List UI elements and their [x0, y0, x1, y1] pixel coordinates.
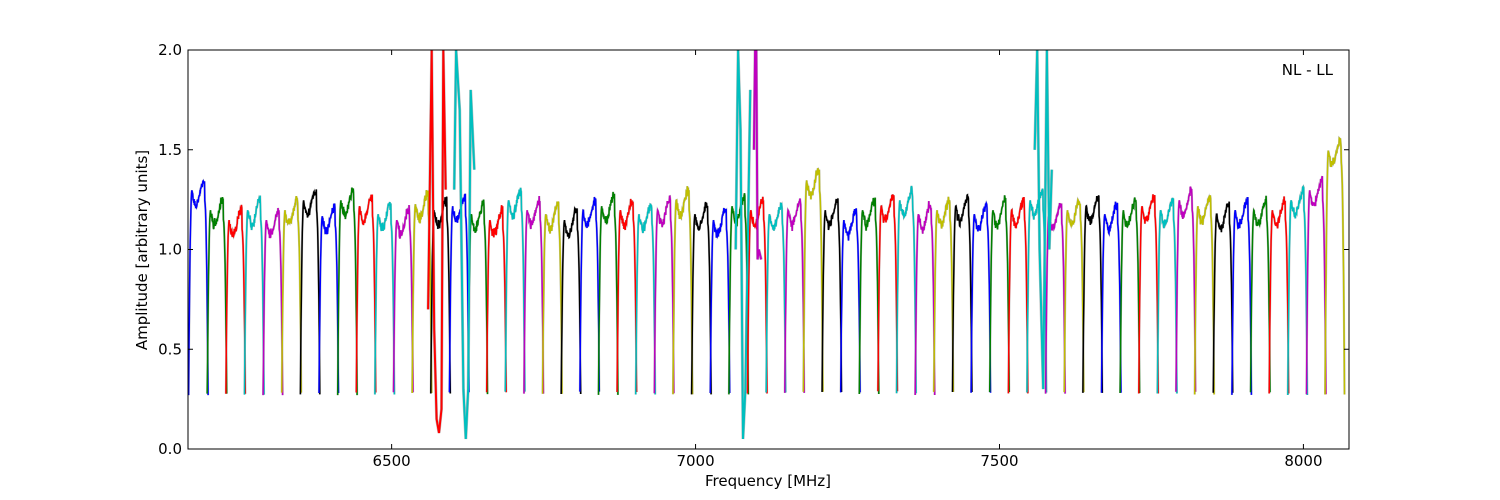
- rfi-spike-line: [1033, 50, 1053, 390]
- band-line: [448, 193, 470, 393]
- y-tick-label: 1.0: [158, 241, 182, 259]
- band-line: [188, 179, 209, 396]
- band-line: [821, 198, 843, 393]
- band-line: [765, 202, 787, 393]
- band-line: [523, 195, 545, 394]
- band-line: [616, 198, 638, 393]
- ticks: 6500 7000 7500 8000 0.0 0.5 1.0 1.5 2.0: [158, 41, 1349, 470]
- band-line: [374, 201, 396, 395]
- x-tick-label: 7500: [980, 452, 1018, 470]
- band-line: [1193, 194, 1215, 395]
- band-line: [784, 198, 805, 393]
- rfi-spike-line: [453, 50, 476, 440]
- band-line: [243, 195, 265, 395]
- band-line: [895, 185, 917, 394]
- band-line: [709, 207, 731, 394]
- band-line: [970, 200, 992, 393]
- rfi-spike-line: [427, 50, 447, 434]
- plot-area: [188, 50, 1346, 440]
- band-line: [1249, 195, 1271, 393]
- band-line: [802, 167, 824, 392]
- band-line: [1212, 201, 1234, 393]
- y-tick-label: 2.0: [158, 41, 182, 59]
- x-tick-label: 8000: [1284, 452, 1322, 470]
- y-tick-label: 0.5: [158, 340, 182, 358]
- band-line: [485, 205, 507, 393]
- band-line: [1156, 197, 1178, 394]
- band-line: [1305, 175, 1327, 395]
- annotation-label: NL - LL: [1282, 61, 1334, 79]
- band-line: [336, 187, 358, 396]
- band-line: [933, 196, 955, 392]
- band-line: [504, 187, 526, 392]
- band-line: [392, 205, 414, 393]
- band-line: [1082, 195, 1104, 393]
- band-line: [653, 195, 675, 394]
- band-line: [225, 204, 247, 394]
- band-line: [206, 196, 228, 394]
- band-line: [634, 203, 656, 395]
- band-line: [1138, 194, 1159, 394]
- band-line: [560, 206, 582, 395]
- y-tick-label: 1.5: [158, 141, 182, 159]
- band-line: [988, 195, 1010, 393]
- x-tick-label: 7000: [676, 452, 714, 470]
- band-line: [1231, 197, 1253, 395]
- band-line: [579, 196, 601, 392]
- band-line: [1007, 196, 1029, 394]
- band-line: [355, 194, 377, 393]
- y-tick-label: 0.0: [158, 440, 182, 458]
- band-line: [1063, 197, 1085, 393]
- band-line: [951, 193, 973, 393]
- band-line: [672, 186, 694, 395]
- band-line: [1100, 201, 1122, 393]
- x-tick-label: 6500: [373, 452, 411, 470]
- band-line: [1026, 188, 1048, 393]
- band-line: [318, 203, 340, 394]
- band-line: [877, 194, 899, 392]
- band-line: [728, 193, 750, 395]
- band-line: [411, 189, 433, 394]
- band-line: [262, 207, 284, 396]
- rfi-spike-line: [734, 50, 752, 440]
- band-line: [1119, 197, 1141, 394]
- band-line: [1175, 186, 1197, 392]
- band-line: [858, 197, 880, 395]
- band-line: [299, 189, 321, 395]
- band-line: [597, 191, 619, 395]
- band-line: [281, 195, 302, 393]
- band-line: [914, 201, 936, 396]
- band-line: [839, 208, 861, 393]
- band-line: [690, 201, 712, 395]
- x-axis-title: Frequency [MHz]: [705, 472, 831, 490]
- y-axis-title: Amplitude [arbitrary units]: [133, 150, 151, 350]
- band-line: [541, 201, 563, 394]
- rfi-spike-line: [752, 50, 763, 260]
- band-line: [1324, 136, 1346, 395]
- band-series: [188, 50, 1346, 440]
- band-line: [1287, 184, 1309, 396]
- band-line: [467, 199, 489, 395]
- band-line: [1268, 196, 1290, 394]
